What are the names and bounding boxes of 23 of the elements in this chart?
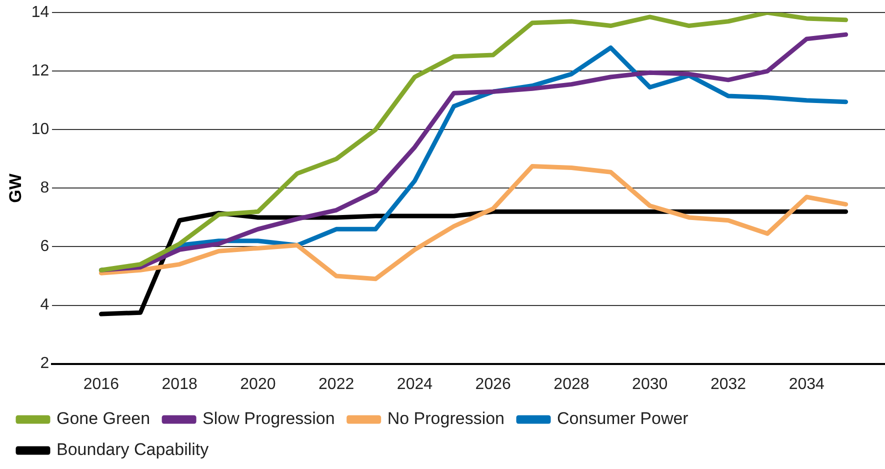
legend-label: No Progression — [387, 409, 505, 428]
y-tick-label: 2 — [40, 355, 50, 372]
legend-label: Gone Green — [56, 409, 150, 428]
y-tick-label: 6 — [40, 238, 50, 256]
x-tick-label: 2028 — [554, 376, 590, 393]
x-tick-label: 2022 — [318, 376, 354, 393]
legend-label: Boundary Capability — [56, 440, 210, 460]
x-tick-label: 2020 — [240, 376, 276, 393]
legend-label: Slow Progression — [202, 409, 335, 428]
y-tick-label: 12 — [31, 62, 50, 80]
y-tick-label: 4 — [40, 296, 50, 314]
x-tick-label: 2016 — [83, 376, 120, 393]
y-axis-title: GW — [6, 172, 25, 203]
x-tick-label: 2018 — [162, 376, 198, 393]
x-tick-label: 2024 — [396, 376, 433, 393]
y-tick-label: 10 — [31, 121, 50, 138]
x-tick-label: 2030 — [632, 376, 668, 393]
x-tick-label: 2032 — [710, 376, 746, 393]
legend-label: Consumer Power — [557, 409, 689, 428]
x-tick-label: 2026 — [475, 376, 511, 393]
y-tick-label: 8 — [40, 180, 50, 197]
y-tick-label: 14 — [31, 4, 50, 22]
x-tick-label: 2034 — [788, 376, 825, 393]
